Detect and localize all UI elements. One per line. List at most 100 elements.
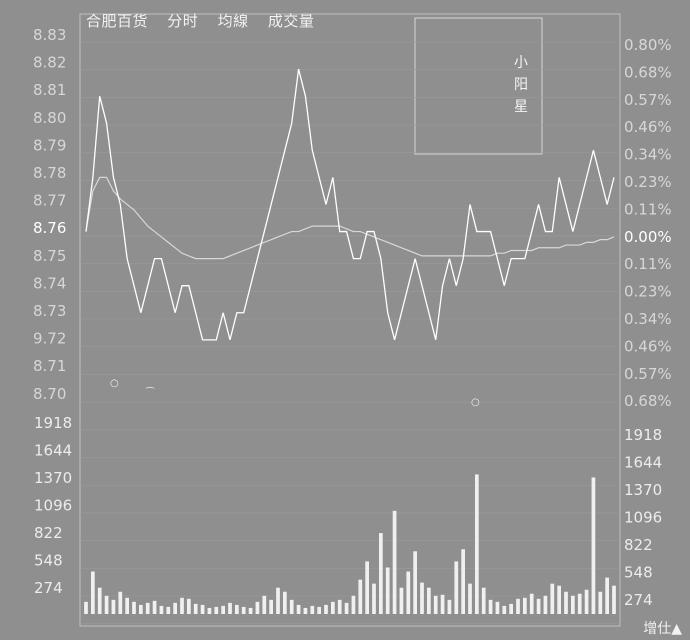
volume-bar bbox=[303, 607, 308, 614]
volume-tick-label: 1918 bbox=[624, 426, 662, 444]
percent-tick-label: 0.57% bbox=[624, 91, 672, 109]
volume-tick-label: 1644 bbox=[34, 442, 72, 460]
volume-bar bbox=[104, 595, 109, 614]
volume-bar bbox=[228, 602, 232, 614]
volume-bar bbox=[420, 582, 424, 614]
volume-bar bbox=[522, 597, 527, 614]
volume-bar bbox=[413, 551, 418, 614]
volume-bar bbox=[241, 606, 246, 614]
volume-bar bbox=[570, 595, 575, 614]
volume-bar bbox=[372, 583, 376, 614]
price-line bbox=[85, 68, 615, 341]
volume-bar bbox=[324, 604, 328, 614]
volume-bar bbox=[591, 477, 596, 614]
volume-bar bbox=[406, 571, 411, 614]
price-tick-label: 8.80 bbox=[33, 109, 66, 127]
avg-line-label: 均線 bbox=[217, 12, 249, 30]
price-tick-label: 8.77 bbox=[33, 192, 66, 210]
volume-bar bbox=[378, 533, 383, 614]
volume-bar bbox=[289, 599, 294, 614]
percent-tick-label: 0.57% bbox=[624, 365, 672, 383]
percent-tick-label: 0.46% bbox=[624, 337, 672, 355]
right-percent-axis: 0.80% 0.68% 0.57% 0.46% 0.34% 0.23% 0.11% 0.00%… bbox=[624, 36, 672, 410]
volume-bar bbox=[433, 595, 438, 614]
volume-tick-label: 1096 bbox=[34, 497, 72, 515]
volume-bar bbox=[234, 604, 239, 614]
volume-tick-label: 822 bbox=[624, 536, 653, 554]
volume-bar bbox=[118, 591, 123, 614]
circle-marker: ○ bbox=[471, 397, 480, 408]
volume-bar bbox=[550, 583, 555, 614]
volume-bar bbox=[488, 599, 493, 614]
price-tick-label: 8.74 bbox=[33, 274, 66, 292]
volume-bar bbox=[399, 587, 404, 614]
volume-bar bbox=[564, 591, 568, 614]
volume-bar bbox=[577, 593, 582, 614]
volume-bar bbox=[152, 600, 157, 614]
plot-frame bbox=[79, 13, 621, 627]
volume-bar bbox=[310, 605, 315, 614]
percent-tick-label: 0.23% bbox=[624, 283, 672, 301]
volume-bar bbox=[481, 587, 486, 614]
arc-marker: ⁀ bbox=[146, 388, 155, 399]
left-volume-axis: 1918 1644 1370 1096 822 548 274 bbox=[34, 414, 72, 597]
volume-bar bbox=[337, 599, 342, 614]
volume-bar bbox=[180, 597, 184, 614]
volume-bar bbox=[598, 591, 603, 614]
volume-bar bbox=[358, 579, 363, 614]
footer-action[interactable]: 增仕▲ bbox=[643, 621, 682, 637]
price-tick-label: 8.70 bbox=[33, 385, 66, 403]
left-price-axis: 8.83 8.82 8.81 8.80 8.79 8.78 8.77 8.76 8.75 8.74… bbox=[33, 26, 66, 403]
volume-bar bbox=[543, 595, 548, 614]
volume-bar bbox=[509, 603, 514, 614]
volume-bar bbox=[221, 605, 226, 614]
volume-bar bbox=[440, 594, 445, 614]
volume-tick-label: 1918 bbox=[34, 414, 72, 432]
price-tick-label: 8.79 bbox=[33, 136, 66, 154]
volume-tick-label: 1644 bbox=[624, 454, 662, 472]
volume-bar bbox=[584, 589, 589, 614]
percent-tick-label: 0.80% bbox=[624, 36, 672, 54]
volume-label: 成交量 bbox=[267, 12, 315, 30]
volume-bar bbox=[90, 571, 95, 614]
percent-tick-label: 0.11% bbox=[624, 200, 672, 218]
volume-tick-label: 274 bbox=[34, 579, 63, 597]
volume-bar bbox=[262, 595, 267, 614]
volume-bar bbox=[454, 561, 459, 614]
price-tick-label: 8.71 bbox=[33, 357, 66, 375]
volume-bar bbox=[282, 591, 287, 614]
volume-tick-label: 1370 bbox=[624, 481, 662, 499]
price-tick-label: 8.76 bbox=[33, 219, 66, 237]
volume-bar bbox=[193, 603, 198, 614]
circle-marker: ○ bbox=[110, 378, 119, 389]
volume-bar bbox=[276, 587, 280, 614]
volume-bar bbox=[296, 604, 301, 614]
volume-bar bbox=[468, 583, 472, 614]
volume-bar bbox=[605, 577, 610, 614]
volume-bar bbox=[200, 604, 205, 614]
volume-bar bbox=[557, 585, 562, 614]
volume-bar bbox=[84, 601, 88, 614]
price-tick-label: 8.73 bbox=[33, 302, 66, 320]
percent-tick-label: 0.34% bbox=[624, 146, 672, 164]
price-tick-label: 8.75 bbox=[33, 247, 66, 265]
volume-bar bbox=[474, 474, 479, 614]
volume-bar bbox=[111, 599, 116, 614]
volume-bar bbox=[214, 606, 219, 614]
volume-bar bbox=[255, 601, 260, 614]
volume-bar bbox=[536, 598, 541, 614]
percent-tick-label: 0.23% bbox=[624, 173, 672, 191]
volume-bar bbox=[248, 607, 253, 614]
price-tick-label: 8.83 bbox=[33, 26, 66, 44]
volume-bar bbox=[145, 602, 150, 614]
price-tick-label: 8.78 bbox=[33, 164, 66, 182]
percent-tick-label: 0.00% bbox=[624, 228, 672, 246]
volume-bar bbox=[166, 606, 171, 614]
volume-tick-label: 548 bbox=[624, 564, 653, 582]
volume-bar bbox=[317, 606, 322, 614]
annotation-box bbox=[414, 17, 543, 155]
volume-tick-label: 1096 bbox=[624, 509, 662, 527]
volume-bar bbox=[385, 567, 390, 614]
